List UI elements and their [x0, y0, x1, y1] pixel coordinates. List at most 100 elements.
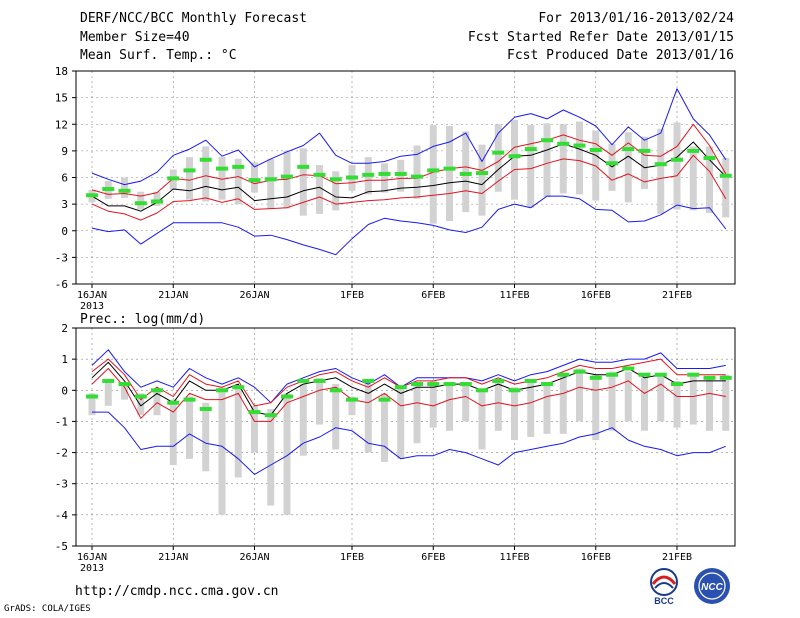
- temp-range-bar: [186, 157, 193, 200]
- temp-xtick-label: 11FEB: [499, 290, 529, 301]
- prec-min-line: [92, 411, 726, 475]
- prec-observed-marker: [427, 382, 440, 387]
- prec-range-bar: [576, 368, 583, 422]
- prec-observed-marker: [443, 382, 456, 387]
- prec-xtick-label: 16FEB: [581, 552, 611, 563]
- header-title: DERF/NCC/BCC Monthly Forecast: [80, 11, 307, 26]
- temp-mean-line: [91, 141, 727, 212]
- temp-range-bar: [121, 177, 128, 198]
- temp-ytick-label: 9: [61, 145, 68, 158]
- prec-observed-marker: [346, 397, 358, 402]
- temp-observed-marker: [346, 175, 358, 180]
- prec-range-bar: [186, 396, 193, 459]
- temp-range-bar: [657, 128, 665, 214]
- temp-range-bar: [251, 162, 258, 193]
- prec-range-bar: [316, 377, 323, 425]
- prec-observed-marker: [313, 378, 326, 383]
- temp-observed-marker: [687, 148, 700, 153]
- prec-ytick-label: -1: [55, 415, 68, 428]
- prec-range-bar: [673, 380, 681, 428]
- temp-observed-marker: [313, 172, 326, 177]
- prec-observed-marker: [216, 388, 228, 393]
- prec-xtick-label: 21FEB: [662, 552, 692, 563]
- prec-range-bar: [299, 384, 307, 456]
- prec-range-bar: [267, 408, 275, 506]
- temp-ytick-label: 12: [55, 118, 68, 131]
- prec-ytick-label: 1: [61, 353, 68, 366]
- temp-range-bar: [706, 146, 713, 213]
- temp-observed-marker: [362, 172, 375, 177]
- bcc-logo-text: BCC: [654, 596, 674, 606]
- prec-observed-marker: [687, 372, 700, 377]
- temp-range-bar: [316, 165, 323, 214]
- temp-range-bar: [267, 158, 275, 209]
- prec-observed-marker: [411, 382, 423, 387]
- prec-ytick-label: -3: [55, 478, 68, 491]
- prec-range-bar: [234, 387, 242, 478]
- prec-observed-marker: [573, 369, 586, 374]
- temp-observed-marker: [411, 174, 423, 179]
- prec-range-bar: [88, 393, 96, 416]
- temp-observed-marker: [378, 171, 391, 176]
- footer-url[interactable]: http://cmdp.ncc.cma.gov.cn: [75, 584, 279, 599]
- prec-range-bar: [494, 380, 502, 431]
- temp-range-bar: [624, 132, 632, 203]
- prec-range-bar: [429, 380, 437, 428]
- prec-mean-line: [91, 361, 726, 416]
- precip-title: Prec.: log(mm/d): [80, 312, 206, 327]
- prec-xtick-label: 11FEB: [499, 552, 529, 563]
- prec-range-bar: [397, 387, 405, 459]
- temp-lower-line: [91, 154, 727, 221]
- prec-observed-marker: [102, 378, 115, 383]
- header-period: For 2013/01/16-2013/02/24: [538, 11, 734, 26]
- temp-observed-marker: [427, 168, 440, 173]
- prec-observed-marker: [134, 394, 147, 399]
- temp-observed-marker: [86, 193, 98, 198]
- temp-range-bar: [511, 119, 518, 200]
- prec-observed-marker: [183, 397, 196, 402]
- temp-observed-marker: [557, 141, 570, 146]
- prec-range-bar: [381, 393, 388, 462]
- temp-range-bar: [137, 191, 145, 210]
- header-produced-date: Fcst Produced Date 2013/01/16: [507, 48, 734, 63]
- prec-range-bar: [511, 387, 518, 441]
- prec-range-bar: [446, 384, 453, 431]
- temp-observed-marker: [606, 161, 618, 166]
- prec-range-bar: [592, 374, 600, 441]
- temp-observed-marker: [167, 176, 180, 181]
- prec-observed-marker: [719, 375, 732, 380]
- temp-xtick-label: 16JAN: [77, 290, 107, 301]
- temp-observed-marker: [654, 162, 667, 167]
- prec-range-bar: [641, 377, 648, 431]
- prec-range-bar: [364, 384, 372, 453]
- prec-range-bar: [283, 393, 291, 515]
- temp-xtick-year: 2013: [80, 301, 104, 312]
- prec-range-bar: [657, 374, 665, 422]
- prec-range-bar: [624, 371, 632, 422]
- temp-min-line: [91, 195, 727, 256]
- temp-range-bar: [429, 125, 437, 224]
- temp-observed-marker: [622, 147, 635, 152]
- prec-observed-marker: [492, 378, 505, 383]
- temp-range-bar: [202, 146, 210, 202]
- temp-upper-line: [91, 123, 727, 197]
- prec-observed-marker: [541, 382, 553, 387]
- prec-observed-marker: [606, 372, 618, 377]
- temp-xtick-label: 1FEB: [340, 290, 364, 301]
- prec-range-bar: [332, 384, 340, 450]
- temp-observed-marker: [134, 201, 147, 206]
- temp-observed-marker: [443, 166, 456, 171]
- prec-observed-marker: [638, 372, 651, 377]
- temp-observed-marker: [541, 138, 553, 143]
- prec-observed-marker: [248, 410, 261, 415]
- prec-upper-line: [91, 358, 726, 407]
- prec-range-bar: [169, 399, 177, 466]
- temp-observed-marker: [394, 171, 407, 176]
- prec-range-bar: [706, 377, 713, 431]
- temp-observed-marker: [102, 187, 115, 192]
- temp-ytick-label: 18: [55, 65, 68, 78]
- temp-xtick-label: 16FEB: [581, 290, 611, 301]
- prec-range-bar: [202, 402, 210, 472]
- temp-range-bar: [332, 171, 340, 211]
- prec-observed-marker: [264, 413, 277, 418]
